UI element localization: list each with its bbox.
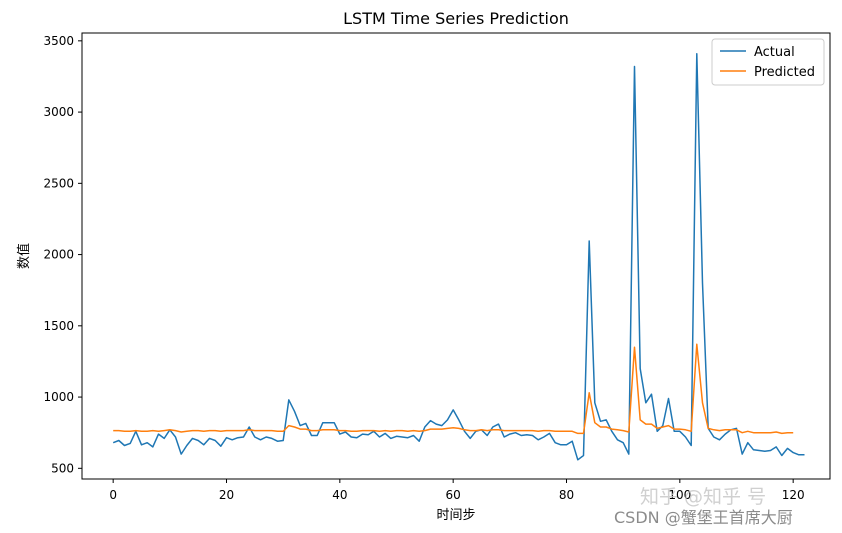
x-tick-label: 60	[446, 488, 461, 502]
legend: Actual Predicted	[711, 38, 825, 86]
series-line-actual	[112, 52, 805, 461]
x-axis-label: 时间步	[436, 508, 475, 523]
y-tick-label: 2500	[43, 176, 74, 190]
y-tick-label: 1500	[43, 319, 74, 333]
y-tick-label: 1000	[43, 390, 74, 404]
y-axis: 500 1000 1500 2000 2500 3000 3500	[43, 34, 82, 475]
watermark-zhihu: 知乎 @知乎 号	[640, 486, 767, 508]
x-tick-label: 40	[332, 488, 347, 502]
y-tick-label: 500	[51, 461, 74, 475]
legend-label: Predicted	[754, 65, 815, 80]
x-tick-label: 0	[109, 488, 117, 502]
y-tick-label: 2000	[43, 248, 74, 262]
x-axis: 0 20 40 60 80 100 120	[109, 479, 805, 502]
x-tick-label: 20	[219, 488, 234, 502]
watermark-csdn: CSDN @蟹堡王首席大厨	[614, 508, 793, 527]
series-lines	[112, 52, 805, 461]
y-tick-label: 3500	[43, 34, 74, 48]
x-tick-label: 100	[668, 488, 691, 502]
y-tick-label: 3000	[43, 105, 74, 119]
y-axis-label: 数值	[16, 243, 32, 269]
chart-title: LSTM Time Series Prediction	[343, 9, 569, 28]
series-line-predicted	[113, 343, 794, 435]
legend-label: Actual	[754, 45, 795, 60]
x-tick-label: 120	[782, 488, 805, 502]
plot-frame	[81, 32, 831, 480]
x-tick-label: 80	[559, 488, 574, 502]
